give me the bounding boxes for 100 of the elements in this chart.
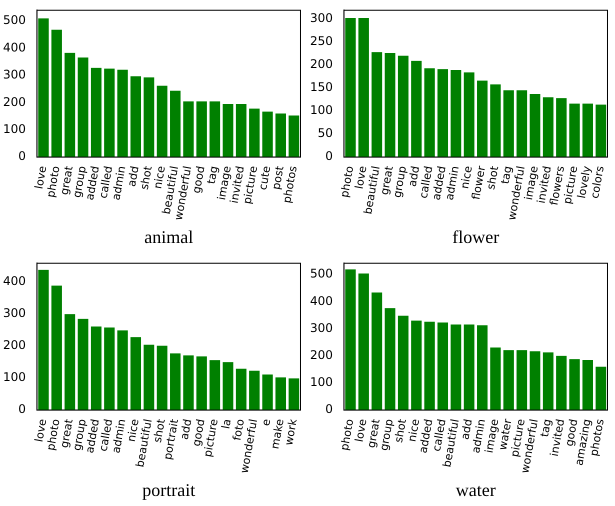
bar [249,108,260,158]
bar [477,325,488,410]
bar [104,328,115,410]
bar [384,53,396,158]
y-tick-label: 100 [3,122,26,136]
bar [275,377,286,410]
bar [372,52,382,158]
bar [490,84,501,158]
x-tick-label: love [32,164,50,190]
y-tick-label: 100 [310,375,333,390]
y-tick-label: 100 [310,103,333,118]
bar [222,104,234,158]
bar [90,68,102,158]
bar [490,347,501,410]
bar [464,324,474,410]
bar [503,90,514,158]
bar [582,360,593,410]
bar [104,68,115,158]
bar [437,322,448,410]
y-tick-label: 500 [3,13,26,28]
y-tick-label: 0 [18,149,26,164]
bar [477,80,488,158]
bar [130,76,142,158]
bar [596,366,606,410]
y-tick-label: 50 [318,126,333,140]
bar [288,115,300,158]
y-tick-label: 0 [325,402,333,416]
bar [569,104,580,158]
bar [236,368,246,410]
bar [503,350,514,410]
bar [345,18,356,158]
bar [384,308,396,410]
bar [424,322,435,410]
bar [222,362,234,410]
y-tick-label: 400 [310,294,333,308]
bar [38,18,49,158]
bar [542,352,554,410]
y-tick-label: 150 [310,80,333,94]
y-tick-label: 400 [3,274,26,288]
bar [411,320,422,410]
bar [196,356,207,410]
bar [51,286,62,410]
bar [372,292,382,410]
bar [358,273,369,410]
bar [170,353,181,410]
bar [90,326,102,410]
y-tick-label: 500 [310,266,333,281]
y-tick-label: 250 [310,34,333,48]
bar [64,52,76,158]
bar [288,378,300,410]
bar [183,355,194,410]
bar [530,351,540,410]
y-tick-label: 300 [310,320,333,335]
y-tick-label: 300 [3,306,26,320]
x-axis-title: animal [144,226,194,247]
y-tick-label: 100 [3,370,26,384]
bar [249,370,260,410]
bar [516,90,528,158]
bar [78,318,88,410]
bar [78,58,88,158]
bar [516,350,528,410]
bar [262,374,273,410]
x-tick-label: love [32,418,50,443]
bar [38,270,49,410]
bar [556,98,567,158]
x-tick-label: add [458,418,475,441]
bar [262,112,273,158]
bar [542,97,554,158]
y-tick-label: 300 [310,11,333,26]
bar [345,269,356,410]
bar [411,60,422,158]
x-tick-label: good [562,418,580,448]
bar [117,330,128,410]
y-tick-label: 200 [3,94,26,109]
bar [210,101,220,158]
bar [556,356,567,410]
bar [464,72,474,158]
bar [596,104,606,158]
bar [210,360,220,410]
y-tick-label: 0 [325,149,333,164]
bar [196,101,207,158]
x-tick-label: photo [338,164,356,198]
x-tick-label: e [259,418,274,427]
y-tick-label: 200 [3,338,26,352]
bar [130,337,142,410]
bar [236,104,246,158]
bar [424,68,435,158]
bar [275,114,286,158]
x-axis-title: water [456,480,496,500]
bar [358,18,369,158]
bar [450,70,462,158]
bar [170,90,181,158]
x-tick-label: good [190,164,208,194]
bar [398,56,408,158]
bar [450,324,462,410]
bar [569,359,580,410]
x-tick-label: shot [484,164,502,191]
y-tick-label: 400 [3,40,26,54]
bar [144,77,154,158]
x-tick-label: shot [150,417,168,444]
